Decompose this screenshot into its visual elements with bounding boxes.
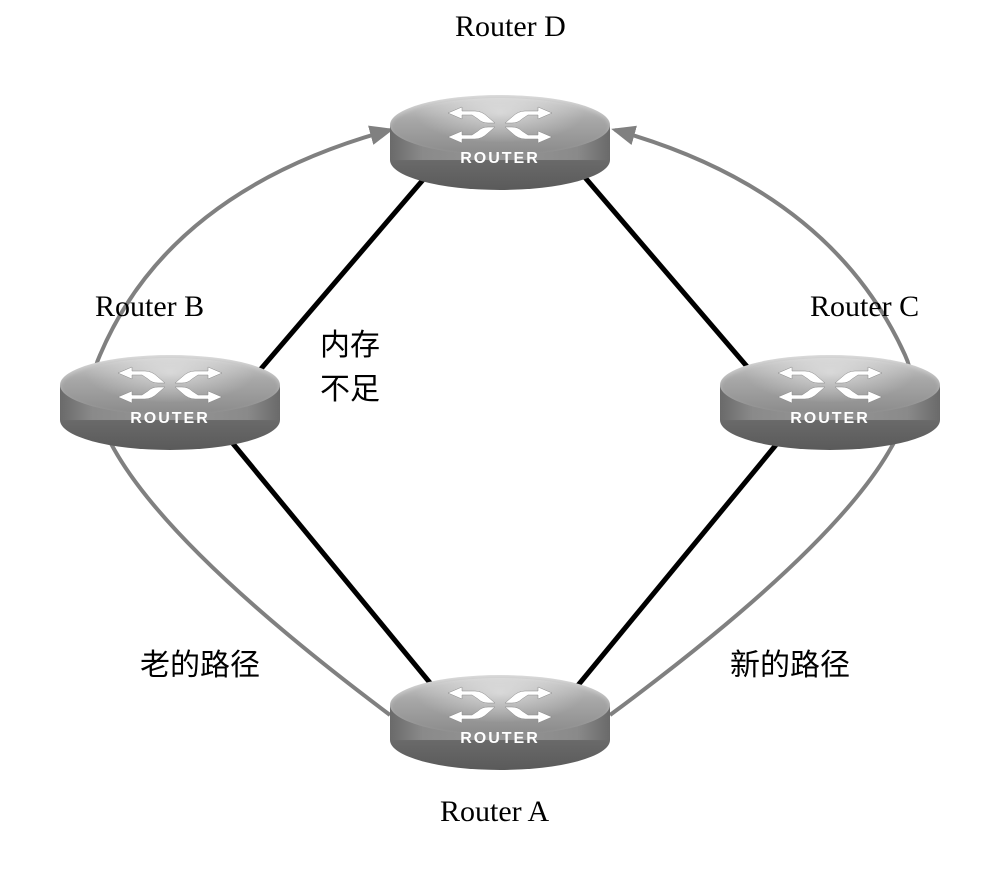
- router-b: ROUTER: [60, 320, 280, 450]
- router-arrows-icon: [110, 365, 230, 405]
- router-d: ROUTER: [390, 60, 610, 190]
- router-arrows-icon: [440, 105, 560, 145]
- router-d-text: ROUTER: [390, 150, 610, 168]
- router-d-label: Router D: [455, 10, 566, 44]
- memory-line1: 内存: [320, 320, 380, 364]
- new-path-label: 新的路径: [730, 640, 850, 684]
- router-a-label: Router A: [440, 795, 549, 829]
- router-c-label: Router C: [810, 290, 919, 324]
- router-b-text: ROUTER: [60, 410, 280, 428]
- memory-insufficient-label: 内存 不足: [320, 320, 380, 408]
- router-arrows-icon: [770, 365, 890, 405]
- router-a: ROUTER: [390, 640, 610, 770]
- memory-line2: 不足: [320, 364, 380, 408]
- router-c: ROUTER: [720, 320, 940, 450]
- router-c-text: ROUTER: [720, 410, 940, 428]
- old-path-label: 老的路径: [140, 640, 260, 684]
- router-a-text: ROUTER: [390, 730, 610, 748]
- router-b-label: Router B: [95, 290, 204, 324]
- router-arrows-icon: [440, 685, 560, 725]
